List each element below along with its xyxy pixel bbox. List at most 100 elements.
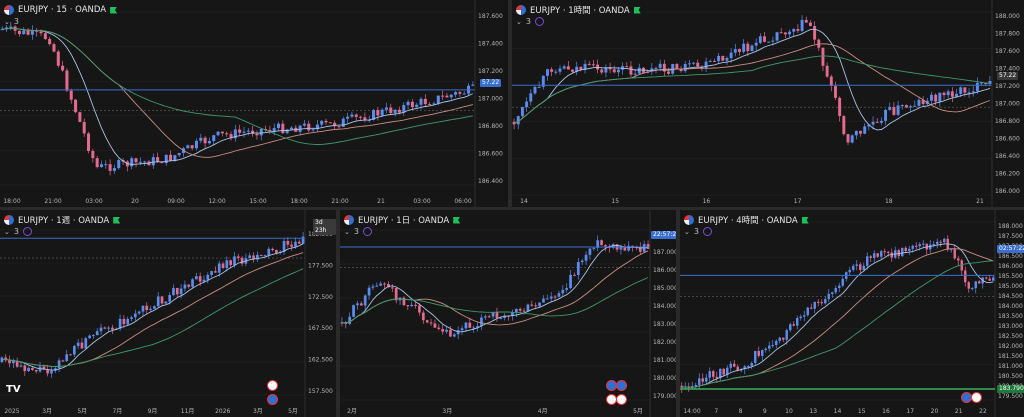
candle-body bbox=[638, 247, 642, 252]
price-chart[interactable]: 182.500177.500172.500167.500162.500157.5… bbox=[0, 210, 336, 417]
candle-body bbox=[495, 312, 499, 319]
price-chart[interactable]: 187.600 187.400 187.200 187.000 186.800 186.6… bbox=[0, 0, 508, 207]
candle-body bbox=[236, 256, 240, 258]
x-axis-tick: 06:00 bbox=[454, 198, 471, 205]
price-chart[interactable]: 188.000187.000186.000185.000184.000183.0… bbox=[340, 210, 676, 417]
event-flag-icon[interactable] bbox=[616, 394, 627, 405]
candle-body bbox=[915, 245, 918, 247]
indicator-toggle[interactable]: ⌄ 3 bbox=[684, 227, 712, 236]
candle-body bbox=[379, 283, 383, 286]
candle-body bbox=[117, 160, 121, 169]
candle-body bbox=[471, 84, 475, 86]
candle-body bbox=[942, 92, 946, 96]
pane-header[interactable]: EURJPY · 4時間 · OANDA bbox=[684, 213, 809, 227]
chart-pane-15m[interactable]: EURJPY · 15 · OANDA ⌄ 3 187.600 187.400 18… bbox=[0, 0, 508, 207]
candle-body bbox=[871, 121, 875, 125]
candle-body bbox=[80, 342, 84, 349]
candle-body bbox=[922, 243, 925, 245]
candle-body bbox=[596, 240, 600, 248]
candle-body bbox=[298, 125, 302, 132]
candle-body bbox=[859, 130, 862, 134]
candle-body bbox=[271, 248, 274, 251]
price-chart[interactable]: 188.000 187.800 187.600 187.400 187.200 187.0… bbox=[512, 0, 1024, 207]
y-axis-tick: 179.500 bbox=[998, 393, 1023, 400]
event-flag-icon[interactable] bbox=[616, 380, 627, 391]
candle-body bbox=[352, 305, 355, 317]
candle-body bbox=[460, 328, 464, 331]
x-axis-tick: 15 bbox=[858, 408, 866, 415]
x-axis-tick: 5月 bbox=[77, 408, 87, 415]
candle-body bbox=[103, 327, 107, 329]
pane-header[interactable]: EURJPY · 1時間 · OANDA bbox=[516, 3, 641, 17]
candle-body bbox=[736, 366, 739, 371]
candle-body bbox=[169, 154, 173, 161]
candle-body bbox=[359, 303, 363, 306]
chart-pane-1h[interactable]: EURJPY · 1時間 · OANDA ⌄ 3 188.000 187.800 1… bbox=[512, 0, 1024, 207]
candle-body bbox=[363, 117, 367, 121]
candle-body bbox=[778, 337, 781, 341]
candle-body bbox=[631, 245, 634, 247]
pane-header[interactable]: EURJPY · 1週 · OANDA bbox=[4, 213, 121, 227]
chart-pane-1w[interactable]: EURJPY · 1週 · OANDA ⌄ 3 182.500177.50017… bbox=[0, 210, 336, 417]
candle-body bbox=[359, 116, 363, 118]
y-axis-tick: 186.800 bbox=[995, 118, 1020, 125]
chart-pane-1d[interactable]: EURJPY · 1日 · OANDA ⌄ 3 188.000187.00018… bbox=[340, 210, 676, 417]
candle-body bbox=[73, 345, 76, 355]
candle-body bbox=[980, 82, 984, 84]
x-axis-tick: 17 bbox=[906, 408, 914, 415]
candle-body bbox=[545, 298, 549, 300]
candle-body bbox=[827, 293, 830, 300]
y-axis-tick: 182.000 bbox=[998, 343, 1023, 350]
candle-body bbox=[104, 164, 108, 166]
y-axis-tick: 167.500 bbox=[308, 325, 333, 332]
candle-body bbox=[46, 369, 49, 374]
price-chart[interactable]: 188.000187.500187.000186.500186.000185.5… bbox=[680, 210, 1024, 417]
candle-body bbox=[203, 137, 207, 144]
indicator-icon bbox=[702, 227, 712, 236]
candle-body bbox=[122, 318, 126, 325]
candle-body bbox=[542, 298, 545, 303]
pane-header[interactable]: EURJPY · 15 · OANDA bbox=[4, 3, 118, 17]
candle-body bbox=[394, 288, 398, 301]
event-flag-icon[interactable] bbox=[971, 392, 982, 403]
candle-body bbox=[566, 66, 570, 70]
candle-body bbox=[252, 255, 255, 260]
chart-pane-4h[interactable]: EURJPY · 4時間 · OANDA ⌄ 3 188.000 187.500 1… bbox=[680, 210, 1024, 417]
candle-body bbox=[525, 101, 529, 108]
indicator-toggle[interactable]: ⌄ 3 bbox=[4, 227, 32, 236]
candle-body bbox=[834, 288, 837, 293]
x-axis-tick: 13 bbox=[809, 408, 817, 415]
candle-body bbox=[206, 274, 210, 280]
y-axis-tick: 188.000 bbox=[998, 223, 1023, 230]
candle-body bbox=[437, 327, 441, 329]
candle-body bbox=[164, 301, 168, 304]
candle-body bbox=[186, 145, 190, 149]
y-axis-tick: 187.000 bbox=[995, 101, 1020, 108]
indicator-toggle[interactable]: ⌄ 3 bbox=[344, 227, 372, 236]
indicator-icon bbox=[362, 227, 372, 236]
candle-body bbox=[841, 278, 844, 286]
candle-body bbox=[587, 63, 591, 65]
candle-body bbox=[704, 61, 708, 69]
candle-body bbox=[600, 69, 604, 73]
indicator-count: 3 bbox=[693, 227, 699, 236]
y-axis-tick: 185.000 bbox=[998, 283, 1023, 290]
event-flag-icon[interactable] bbox=[267, 394, 278, 405]
candle-body bbox=[268, 129, 272, 132]
x-axis-tick: 21:00 bbox=[331, 198, 348, 205]
candle-body bbox=[246, 130, 250, 132]
indicator-toggle[interactable]: ⌄ 3 bbox=[516, 17, 544, 26]
tradingview-logo[interactable]: TV bbox=[6, 384, 21, 395]
indicator-toggle[interactable]: ⌄ 3 bbox=[4, 17, 19, 26]
x-axis-tick: 5月 bbox=[288, 408, 298, 415]
candle-body bbox=[592, 247, 596, 249]
sma-slow-line bbox=[341, 277, 649, 324]
candle-body bbox=[813, 26, 817, 40]
pane-header[interactable]: EURJPY · 1日 · OANDA bbox=[344, 213, 461, 227]
candle-body bbox=[107, 327, 110, 329]
candle-body bbox=[425, 320, 429, 323]
candle-body bbox=[389, 107, 393, 113]
candle-body bbox=[26, 30, 30, 35]
candle-body bbox=[441, 328, 445, 332]
event-flag-icon[interactable] bbox=[267, 380, 278, 391]
